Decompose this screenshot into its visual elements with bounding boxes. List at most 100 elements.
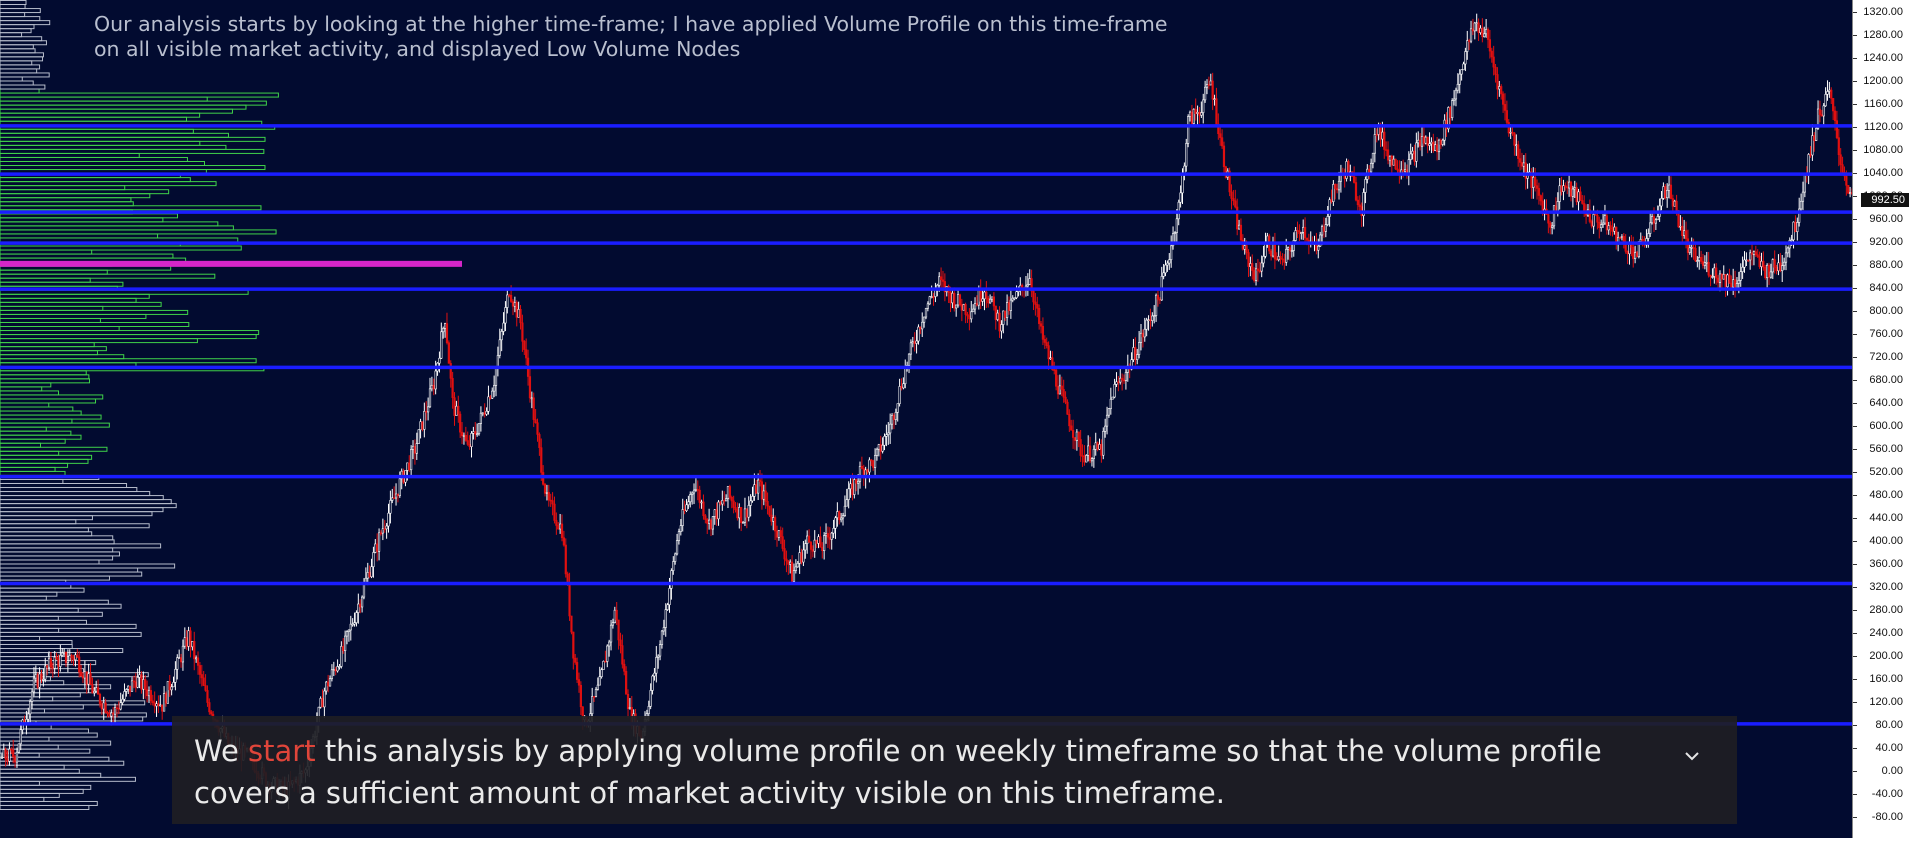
volume-profile-bar — [0, 28, 32, 34]
candle-body — [709, 519, 713, 530]
candle-body — [700, 501, 703, 504]
candle-body — [1420, 136, 1424, 147]
candle-body — [981, 298, 984, 302]
price-tick-label: 0.00 — [1881, 765, 1903, 777]
volume-profile-bar — [0, 112, 201, 118]
candle-body — [472, 431, 475, 434]
candle-body — [1034, 301, 1037, 305]
candle-body — [685, 504, 688, 512]
candle-body — [1258, 270, 1261, 272]
volume-profile-bar — [0, 623, 137, 629]
candle-body — [517, 308, 520, 318]
candle-body — [958, 294, 962, 305]
candle-body — [1234, 200, 1237, 208]
price-tick-mark — [1853, 288, 1857, 289]
candle-body — [383, 528, 386, 531]
candle-body — [438, 357, 441, 364]
volume-profile-bar — [0, 764, 65, 770]
candle-body — [715, 509, 718, 520]
candle-body — [187, 630, 190, 647]
candle-body — [1715, 267, 1718, 279]
candle-body — [762, 490, 765, 500]
candle-body — [702, 501, 705, 517]
candle-body — [485, 410, 488, 415]
candle-body — [1417, 139, 1420, 144]
candle-body — [1807, 154, 1810, 176]
candle-body — [410, 449, 413, 471]
candle-body — [577, 679, 581, 686]
volume-profile-bar — [0, 136, 266, 142]
candle-body — [1741, 266, 1744, 272]
volume-profile-bar — [0, 704, 84, 710]
candle-body — [1056, 386, 1060, 395]
candle-body — [1590, 221, 1593, 227]
candle-body — [960, 304, 963, 311]
candle-body — [125, 689, 128, 692]
candle-body — [361, 596, 364, 608]
price-tick-label: 160.00 — [1869, 673, 1903, 685]
candle-body — [1830, 89, 1833, 99]
candle-body — [1334, 183, 1337, 189]
volume-profile-bar — [0, 88, 40, 94]
candle-body — [1833, 110, 1837, 122]
candle-body — [419, 421, 422, 431]
candle-body — [1515, 144, 1518, 147]
price-tick-mark — [1853, 748, 1857, 749]
candle-body — [332, 669, 335, 671]
candle-body — [19, 729, 22, 745]
candle-body — [445, 323, 449, 344]
volume-profile-bar — [0, 740, 112, 746]
candle-body — [708, 519, 711, 524]
price-tick-label: 560.00 — [1869, 443, 1903, 455]
candle-body — [804, 543, 807, 551]
candle-body — [134, 681, 137, 688]
price-tick-label: 200.00 — [1869, 650, 1903, 662]
candle-body — [425, 410, 428, 413]
volume-profile-bar — [0, 108, 233, 114]
candle-body — [1373, 134, 1376, 154]
candle-body — [411, 445, 415, 450]
candle-body — [1347, 161, 1350, 177]
volume-profile-bar — [0, 36, 43, 42]
candle-body — [658, 644, 662, 657]
candle-body — [1809, 154, 1812, 156]
candle-body — [325, 681, 328, 692]
candle-body — [890, 415, 894, 425]
candle-body — [70, 655, 73, 658]
candle-body — [1213, 98, 1216, 100]
candle-body — [1345, 161, 1348, 179]
candle-body — [796, 563, 799, 568]
price-tick-mark — [1853, 656, 1857, 657]
time-axis[interactable] — [0, 838, 1853, 846]
candle-body — [1579, 191, 1582, 201]
candle-body — [1298, 230, 1301, 234]
volume-profile-bar — [0, 24, 35, 30]
candle-body — [798, 552, 801, 564]
candle-body — [1026, 284, 1029, 287]
price-tick-label: 720.00 — [1869, 351, 1903, 363]
candle-body — [1560, 185, 1563, 192]
price-tick-mark — [1853, 518, 1857, 519]
candle-body — [628, 706, 632, 709]
candle-body — [1251, 263, 1254, 271]
price-tick-mark — [1853, 81, 1857, 82]
chevron-down-icon[interactable] — [1682, 746, 1702, 766]
candle-body — [849, 483, 852, 490]
candle-body — [74, 654, 77, 661]
candle-body — [1600, 224, 1603, 229]
candle-body — [1475, 22, 1478, 25]
candle-body — [63, 651, 66, 654]
candle-body — [123, 691, 126, 700]
candle-body — [1147, 319, 1150, 321]
candle-body — [327, 681, 330, 687]
candle-body — [1388, 155, 1392, 161]
price-axis[interactable]: 1320.00 1280.00 1240.00 1200.00 1160.00 1120.… — [1852, 0, 1913, 846]
candle-body — [1564, 185, 1567, 188]
candle-body — [909, 342, 913, 355]
price-tick-label: 880.00 — [1869, 259, 1903, 271]
candle-body — [1247, 252, 1250, 267]
volume-profile-bar — [0, 571, 143, 577]
volume-profile-bar — [0, 672, 149, 678]
